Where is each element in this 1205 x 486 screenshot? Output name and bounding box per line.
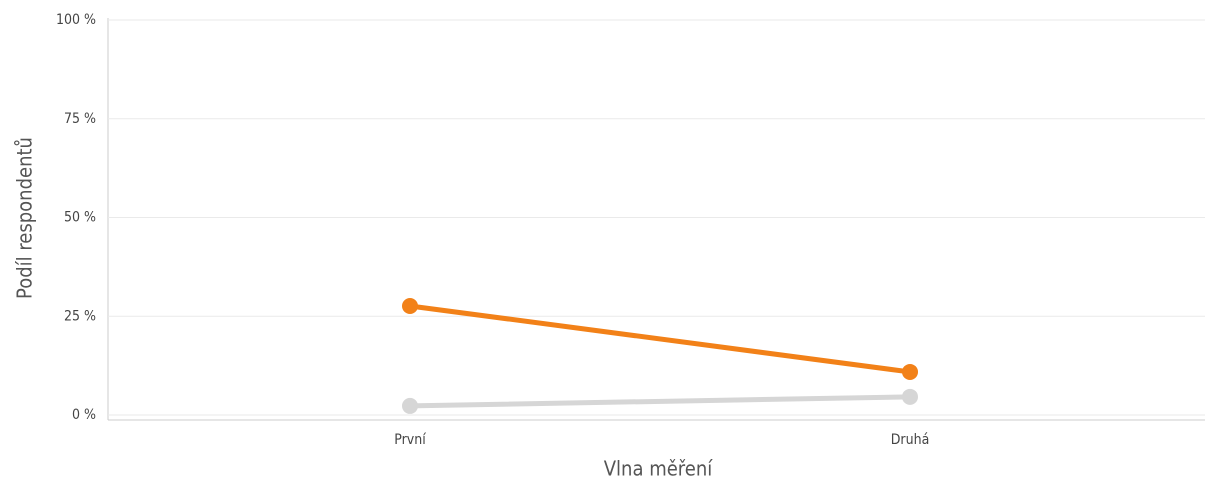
y-tick-label: 100 % bbox=[56, 12, 96, 28]
data-point bbox=[902, 388, 918, 405]
data-point bbox=[902, 363, 918, 380]
y-tick-label: 75 % bbox=[64, 111, 96, 127]
y-tick-label: 50 % bbox=[64, 210, 96, 226]
x-tick-label: Druhá bbox=[891, 432, 930, 448]
series-line bbox=[407, 303, 913, 375]
y-axis-title: Podíl respondentů bbox=[13, 137, 37, 299]
series-line bbox=[407, 394, 913, 409]
y-tick-label: 0 % bbox=[72, 407, 96, 423]
data-point bbox=[402, 297, 418, 314]
x-tick-label: První bbox=[394, 432, 426, 448]
y-tick-label: 25 % bbox=[64, 308, 96, 324]
x-axis-title: Vlna měření bbox=[604, 457, 713, 481]
data-point bbox=[402, 397, 418, 414]
